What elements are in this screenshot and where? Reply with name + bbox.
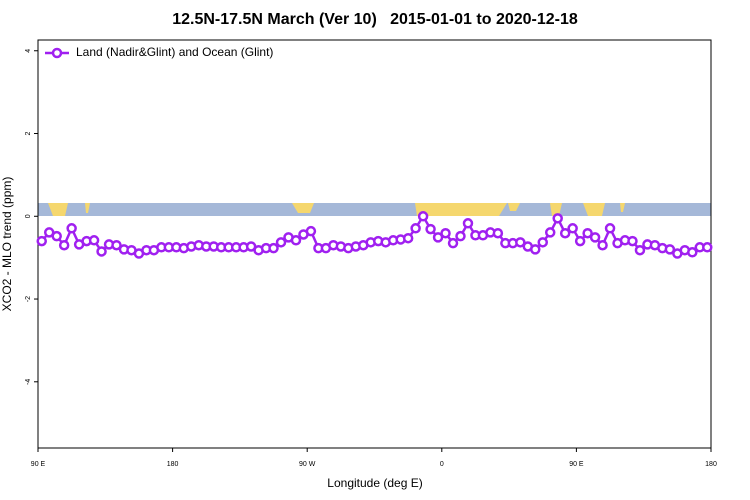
point — [268, 242, 279, 254]
point — [544, 227, 556, 238]
legend-marker — [51, 47, 63, 59]
y-tick-label: 0 — [25, 214, 32, 218]
point — [559, 227, 571, 239]
y-tick-label: 4 — [25, 49, 32, 53]
y-tick-label: 2 — [25, 131, 32, 135]
point — [440, 227, 451, 239]
point — [687, 247, 698, 258]
point — [702, 242, 713, 253]
point — [455, 230, 466, 242]
y-tick-label: -4 — [25, 379, 32, 385]
x-tick-label: 90 E — [31, 461, 46, 468]
point — [66, 223, 77, 234]
point — [634, 244, 646, 256]
point — [410, 223, 421, 234]
y-tick-label: -2 — [25, 296, 32, 302]
point — [492, 227, 504, 239]
x-tick-label: 180 — [167, 461, 179, 468]
point — [515, 237, 526, 248]
point — [275, 237, 287, 248]
point — [582, 227, 593, 239]
point — [462, 218, 474, 229]
land — [48, 203, 625, 216]
point — [96, 246, 107, 257]
point — [402, 232, 414, 244]
point — [574, 235, 586, 247]
point — [552, 213, 563, 224]
point — [51, 230, 62, 242]
point — [589, 232, 601, 243]
point — [425, 223, 436, 235]
point — [58, 239, 70, 251]
land-strip — [38, 203, 711, 216]
point — [567, 223, 578, 234]
y-axis-label: XCO2 - MLO trend (ppm) — [0, 177, 14, 312]
series-line — [40, 213, 708, 255]
point — [36, 235, 47, 247]
x-tick-label: 90 E — [569, 461, 584, 468]
x-axis-label: Longitude (deg E) — [327, 476, 422, 490]
point — [664, 244, 676, 255]
chart-title: 12.5N-17.5N March (Ver 10) 2015-01-01 to… — [172, 11, 578, 28]
point — [88, 235, 100, 246]
point — [290, 235, 302, 246]
point — [604, 223, 616, 234]
point — [447, 237, 459, 249]
point — [111, 239, 122, 251]
point — [417, 211, 429, 222]
point — [530, 244, 541, 255]
ocean-band — [38, 203, 711, 216]
x-tick-label: 180 — [705, 461, 717, 468]
legend-label: Land (Nadir&Glint) and Ocean (Glint) — [76, 45, 273, 59]
point — [627, 235, 638, 247]
point — [432, 232, 444, 243]
x-tick-label: 0 — [440, 461, 444, 468]
point — [537, 237, 548, 248]
x-tick-label: 90 W — [299, 461, 316, 468]
point — [597, 239, 608, 251]
point — [305, 225, 317, 237]
